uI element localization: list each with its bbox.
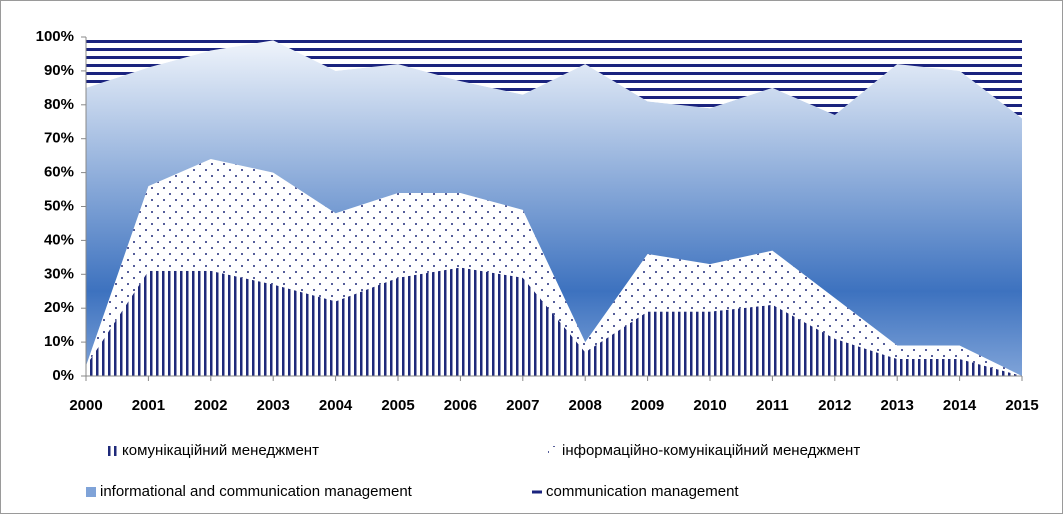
x-tick-label: 2011 — [756, 397, 789, 414]
x-tick-label: 2008 — [569, 397, 602, 414]
x-tick-label: 2010 — [693, 397, 726, 414]
y-tick-label: 30% — [44, 265, 74, 282]
x-tick-label: 2003 — [257, 397, 290, 414]
y-tick-label: 100% — [36, 28, 74, 45]
x-tick-label: 2014 — [943, 397, 977, 414]
y-tick-label: 0% — [52, 367, 74, 384]
legend-label: комунікаційний менеджмент — [122, 442, 319, 459]
y-tick-label: 20% — [44, 299, 74, 316]
area — [86, 37, 1022, 119]
y-tick-label: 90% — [44, 62, 74, 79]
y-tick-label: 80% — [44, 96, 74, 113]
legend-label: informational and communication manageme… — [100, 483, 413, 500]
legend-marker — [548, 446, 558, 456]
y-tick-label: 10% — [44, 333, 74, 350]
x-tick-label: 2004 — [319, 397, 353, 414]
x-tick-label: 2012 — [818, 397, 851, 414]
area — [86, 267, 1022, 376]
x-tick-label: 2001 — [132, 397, 165, 414]
x-tick-label: 2006 — [444, 397, 477, 414]
y-tick-label: 40% — [44, 231, 74, 248]
x-tick-label: 2009 — [631, 397, 664, 414]
x-tick-label: 2002 — [194, 397, 227, 414]
x-tick-label: 2005 — [381, 397, 414, 414]
x-tick-label: 2013 — [881, 397, 914, 414]
area — [86, 159, 1022, 376]
legend-marker — [532, 490, 542, 494]
y-tick-label: 50% — [44, 197, 74, 214]
x-tick-label: 2015 — [1005, 397, 1038, 414]
x-tick-label: 2007 — [506, 397, 539, 414]
legend-marker — [86, 487, 96, 497]
area — [86, 40, 1022, 376]
legend-label: communication management — [546, 483, 739, 500]
y-tick-label: 70% — [44, 130, 74, 147]
legend-marker — [108, 446, 118, 456]
legend-label: інформаційно-комунікаційний менеджмент — [562, 442, 860, 459]
x-tick-label: 2000 — [69, 397, 102, 414]
y-tick-label: 60% — [44, 164, 74, 181]
